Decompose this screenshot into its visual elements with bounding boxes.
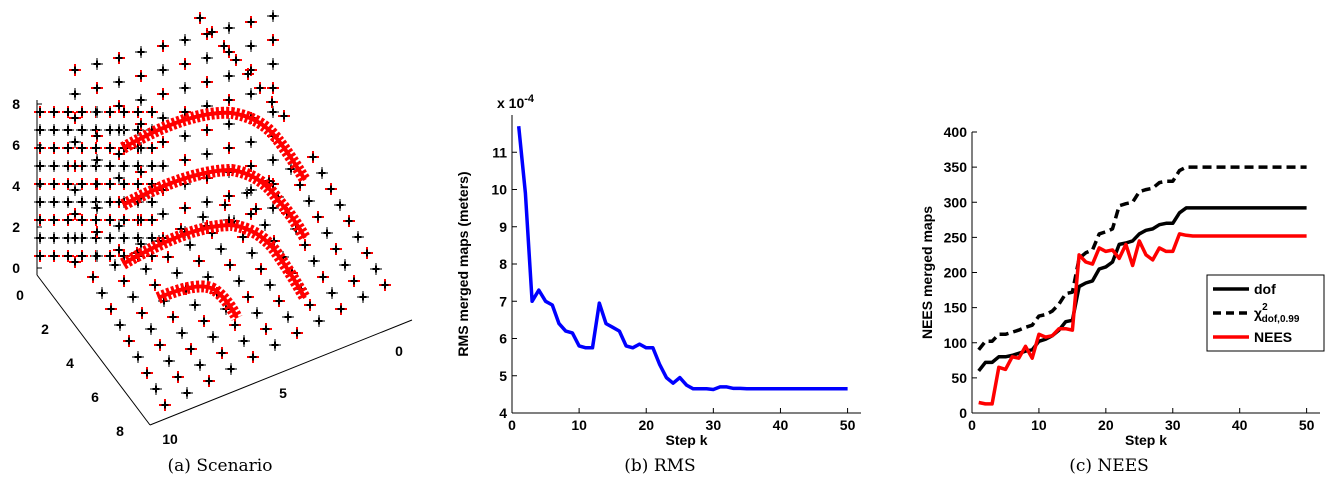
x-tick-label: 5	[279, 385, 287, 401]
y-tick-label: 200	[944, 265, 968, 281]
legend-label: dof	[1254, 281, 1276, 297]
x-tick-label: 50	[840, 417, 856, 433]
y-tick-label: 4	[499, 405, 507, 421]
x-axis-label: Step k	[665, 432, 707, 448]
y-tick-label: 9	[499, 219, 507, 235]
caption-nees: (c) NEES	[1069, 456, 1149, 476]
y-tick-label: 50	[951, 370, 967, 386]
y-tick-label: 6	[499, 331, 507, 347]
series-line-nees	[978, 232, 1307, 406]
legend-label: χ2 dof,0.99	[1254, 302, 1300, 325]
y-tick-label: 8	[116, 423, 124, 439]
y-tick-label: 8	[499, 256, 507, 272]
x-tick-label: 0	[968, 417, 976, 433]
z-tick-label: 4	[12, 178, 20, 194]
z-tick-label: 0	[12, 260, 20, 276]
x-tick-label: 10	[571, 417, 587, 433]
x-tick-label: 30	[1165, 417, 1181, 433]
z-tick-label: 6	[12, 137, 20, 153]
trajectory-core-1	[122, 167, 307, 239]
y-tick-label: 0	[16, 287, 24, 303]
x-tick-label: 40	[773, 417, 789, 433]
z-tick-label: 2	[12, 219, 20, 235]
legend-label-sup: 2	[1262, 302, 1268, 313]
y-axis	[36, 274, 151, 426]
landmark-grid	[34, 10, 391, 411]
x-tick-label: 30	[706, 417, 722, 433]
series-line-0	[516, 126, 848, 392]
x-tick-label: 0	[508, 417, 516, 433]
y-tick-label: 400	[944, 124, 968, 140]
x-tick-label: 10	[162, 431, 178, 447]
x-tick-label: 50	[1299, 417, 1315, 433]
trajectory-core-3	[157, 284, 239, 319]
y-axis-label: NEES merged maps	[919, 206, 935, 339]
y-tick-label: 150	[944, 300, 968, 316]
y-tick-label: 250	[944, 229, 968, 245]
y-tick-label: 100	[944, 335, 968, 351]
x-tick-label: 0	[395, 343, 403, 359]
y-tick-label: 4	[66, 355, 74, 371]
legend-label-sub: dof,0.99	[1262, 314, 1300, 325]
y-axis-label: RMS merged maps (meters)	[455, 171, 471, 356]
caption-rms: (b) RMS	[624, 456, 696, 476]
trajectory-core-0	[122, 110, 307, 182]
x-tick-label: 10	[1031, 417, 1047, 433]
trajectories	[119, 106, 311, 321]
x-tick-label: 20	[1098, 417, 1114, 433]
x-axis-label: Step k	[1125, 432, 1167, 448]
y-tick-label: 6	[91, 389, 99, 405]
x-axis	[149, 319, 413, 426]
y-tick-label: 300	[944, 194, 968, 210]
y-tick-label: 5	[499, 368, 507, 384]
series-line-dof	[977, 165, 1307, 351]
y-tick-label: 11	[492, 144, 507, 160]
y-multiplier-exponent: -4	[524, 93, 535, 105]
y-tick-label: 10	[491, 182, 507, 198]
y-tick-label: 2	[41, 321, 49, 337]
y-tick-label: 0	[959, 405, 967, 421]
legend-label: NEES	[1254, 329, 1292, 345]
rms-line-chart: 0 10 20 30 40 50 4 5 6 7 8 9 10 11 Step k RMS merged ma…	[455, 93, 861, 448]
scenario-panel: 0 2 4 6 8 0 2 4 6 8 10 5 0 (a) Scenario	[0, 0, 440, 486]
caption-scenario: (a) Scenario	[167, 456, 273, 476]
y-tick-label: 7	[499, 293, 507, 309]
x-tick-label: 20	[638, 417, 654, 433]
y-multiplier: x 10-4	[497, 93, 535, 111]
x-tick-label: 40	[1232, 417, 1248, 433]
y-tick-label: 350	[944, 159, 968, 175]
scenario-3d-plot: 0 2 4 6 8 0 2 4 6 8 10 5 0	[12, 10, 413, 447]
nees-line-chart: 0 10 20 30 40 50 0 50 100 150 200 250 300 350 400 Step …	[919, 124, 1325, 448]
nees-panel: 0 10 20 30 40 50 0 50 100 150 200 250 300 350 400 Step …	[880, 0, 1338, 486]
legend-label-base: χ	[1254, 305, 1262, 321]
trajectory-core-2	[121, 222, 307, 299]
rms-panel: 0 10 20 30 40 50 4 5 6 7 8 9 10 11 Step k RMS merged ma…	[440, 0, 880, 486]
z-tick-label: 8	[12, 96, 20, 112]
